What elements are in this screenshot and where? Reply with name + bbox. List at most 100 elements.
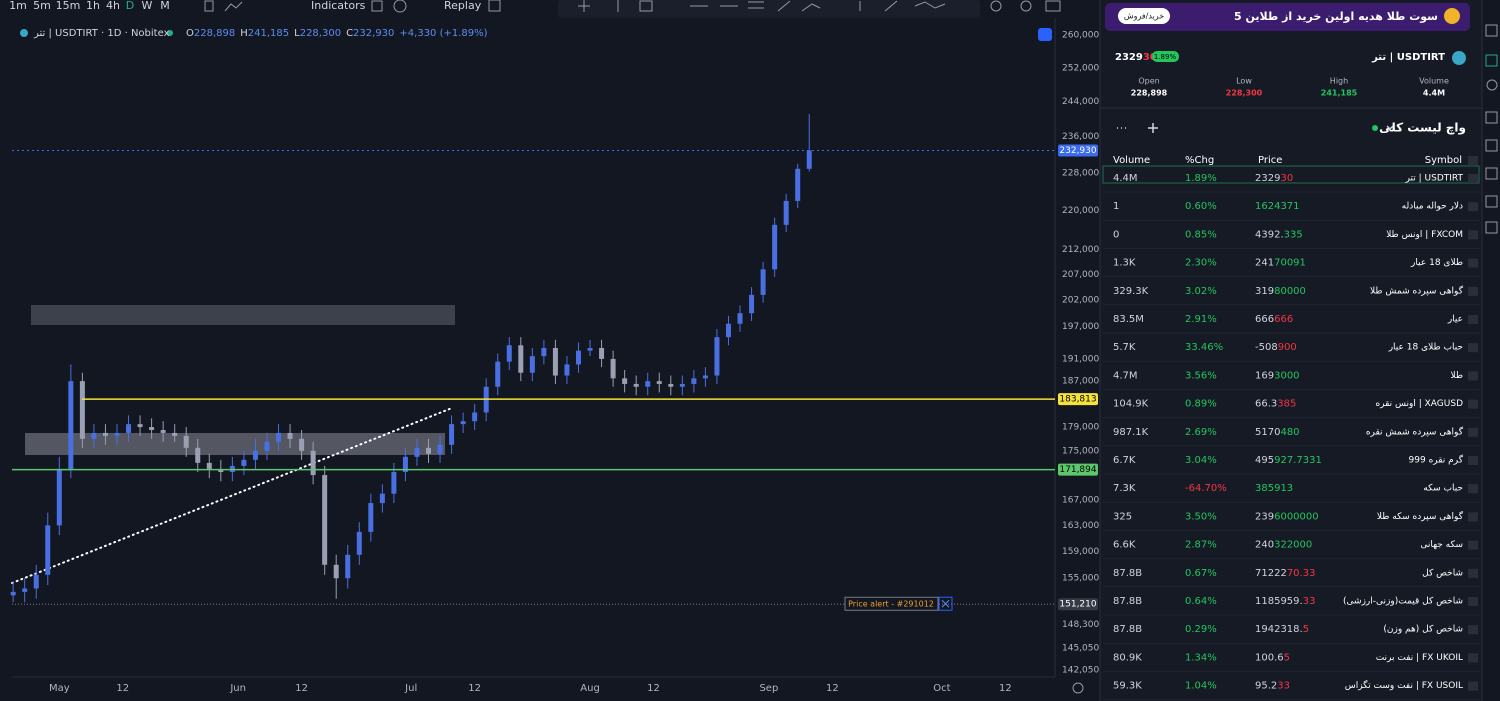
row-volume: 87.8B [1113, 624, 1142, 635]
banner-text: 5 سوت طلا هدیه اولین خرید از طلاین [1234, 10, 1438, 23]
candle-body [68, 381, 74, 469]
candle-body [391, 472, 397, 494]
candle-body [795, 168, 801, 201]
row-icon [1468, 427, 1478, 437]
row-symbol[interactable]: شاخص کل [1422, 568, 1463, 578]
auto-button[interactable] [1038, 28, 1052, 41]
row-symbol[interactable]: گواهی سپرده سکه طلا [1377, 510, 1464, 522]
price-label: 151,210 [1059, 600, 1096, 610]
row-icon [1468, 230, 1478, 240]
y-tick-label: 145,050 [1062, 643, 1099, 653]
row-symbol[interactable]: نفت وست تگزاس | FX USOIL [1345, 679, 1463, 691]
row-symbol[interactable]: نفت برنت | FX UKOIL [1376, 653, 1463, 663]
row-symbol[interactable]: طلا [1450, 371, 1463, 381]
candle-body [379, 493, 385, 504]
interval-button[interactable]: 15m [56, 0, 81, 12]
zone-drawing[interactable] [25, 433, 445, 455]
icon[interactable] [1485, 54, 1498, 67]
row-symbol[interactable]: اونس طلا | FXCOM [1386, 230, 1463, 240]
row-change: 3.04% [1185, 455, 1217, 466]
x-tick-label: May [49, 683, 70, 694]
x-tick-label: 12 [116, 683, 129, 694]
row-price: 4392.335 [1255, 229, 1303, 240]
interval-button[interactable]: 1h [86, 0, 100, 12]
row-symbol[interactable]: شاخص کل قیمت(وزنی-ارزشی) [1343, 597, 1463, 607]
text-part: 228,300 [300, 28, 341, 39]
row-price: 1185959.33 [1255, 596, 1315, 607]
row-icon [1468, 681, 1478, 691]
text-part: 30 [1280, 173, 1293, 184]
drawing-toolbar[interactable] [558, 0, 980, 18]
row-icon [1468, 399, 1478, 409]
candle-body [702, 375, 708, 379]
icon[interactable] [1486, 79, 1498, 91]
icon[interactable] [224, 1, 243, 12]
icon[interactable] [1045, 0, 1061, 12]
row-symbol[interactable]: سکه جهانی [1420, 540, 1463, 550]
row-price: 1693000 [1255, 370, 1300, 381]
y-tick-label: 155,000 [1062, 574, 1099, 584]
icon[interactable] [1485, 24, 1498, 37]
candle-body [218, 468, 224, 473]
row-symbol[interactable]: عیار [1447, 315, 1463, 325]
replay-button[interactable]: Replay [444, 0, 482, 12]
candle-body [310, 450, 316, 476]
icon[interactable] [1485, 167, 1498, 180]
icon[interactable] [204, 0, 214, 12]
interval-button[interactable]: 4h [106, 0, 120, 12]
candle-body [160, 429, 166, 433]
row-symbol[interactable]: طلای 18 عیار [1410, 258, 1463, 268]
candle-body [91, 432, 97, 439]
icon[interactable] [1020, 0, 1032, 12]
y-tick-label: 212,000 [1062, 245, 1099, 255]
x-tick-label: 12 [647, 683, 660, 694]
row-symbol[interactable]: شاخص کل (هم وزن) [1383, 625, 1463, 635]
row-icon [1468, 258, 1478, 268]
candle-body [622, 378, 628, 384]
text-part: 241,185 [248, 28, 289, 39]
icon[interactable] [1485, 139, 1498, 152]
icon[interactable] [1485, 195, 1498, 208]
settings-icon[interactable] [1072, 682, 1084, 694]
indicators-button[interactable]: Indicators [311, 0, 366, 12]
icon[interactable] [1485, 111, 1498, 124]
icon[interactable] [578, 0, 946, 12]
x-tick-label: Jul [404, 683, 417, 694]
trend-line[interactable] [11, 407, 453, 584]
watchlist-title[interactable]: واچ لیست کلی [1379, 121, 1466, 136]
row-symbol[interactable]: اونس نقره | XAGUSD [1375, 399, 1463, 409]
icon[interactable] [488, 0, 501, 12]
interval-button[interactable]: W [142, 0, 153, 12]
row-symbol[interactable]: گواهی سپرده شمش طلا [1370, 284, 1464, 296]
banner-button[interactable] [1118, 8, 1170, 24]
row-symbol[interactable]: گواهی سپرده شمش نقره [1366, 425, 1464, 437]
candle-body [287, 432, 293, 439]
row-symbol[interactable]: گرم نقره 999 [1409, 454, 1464, 466]
row-price: 100.65 [1255, 652, 1290, 663]
row-symbol[interactable]: دلار حواله مبادله [1402, 202, 1463, 212]
interval-button[interactable]: 1m [9, 0, 27, 12]
row-symbol[interactable]: حباب سکه [1423, 484, 1463, 494]
alert-close[interactable] [938, 596, 953, 611]
alert-box[interactable] [844, 596, 939, 611]
y-tick-label: 236,000 [1062, 132, 1099, 142]
y-tick-label: 187,000 [1062, 377, 1099, 387]
menu-icons[interactable] [1117, 123, 1394, 133]
icon[interactable] [371, 0, 383, 12]
zone-drawing[interactable] [31, 305, 455, 325]
interval-button[interactable]: 5m [33, 0, 51, 12]
legend: تتر | USDTIRT · 1D · Nobitex O228,898 H241… [33, 28, 488, 39]
candle-body [368, 503, 374, 532]
y-tick-label: 163,000 [1062, 521, 1099, 531]
interval-button[interactable]: D [126, 0, 134, 12]
row-symbol[interactable]: تتر | USDTIRT [1405, 174, 1464, 184]
candle-body [252, 450, 258, 460]
row-volume: 6.6K [1113, 540, 1136, 551]
candle-body [495, 361, 501, 387]
status-dot [167, 30, 173, 36]
row-symbol[interactable]: حباب طلای 18 عیار [1388, 343, 1463, 353]
icon[interactable] [1485, 221, 1498, 234]
icon[interactable] [393, 0, 407, 13]
icon[interactable] [990, 0, 1002, 12]
interval-button[interactable]: M [160, 0, 170, 12]
